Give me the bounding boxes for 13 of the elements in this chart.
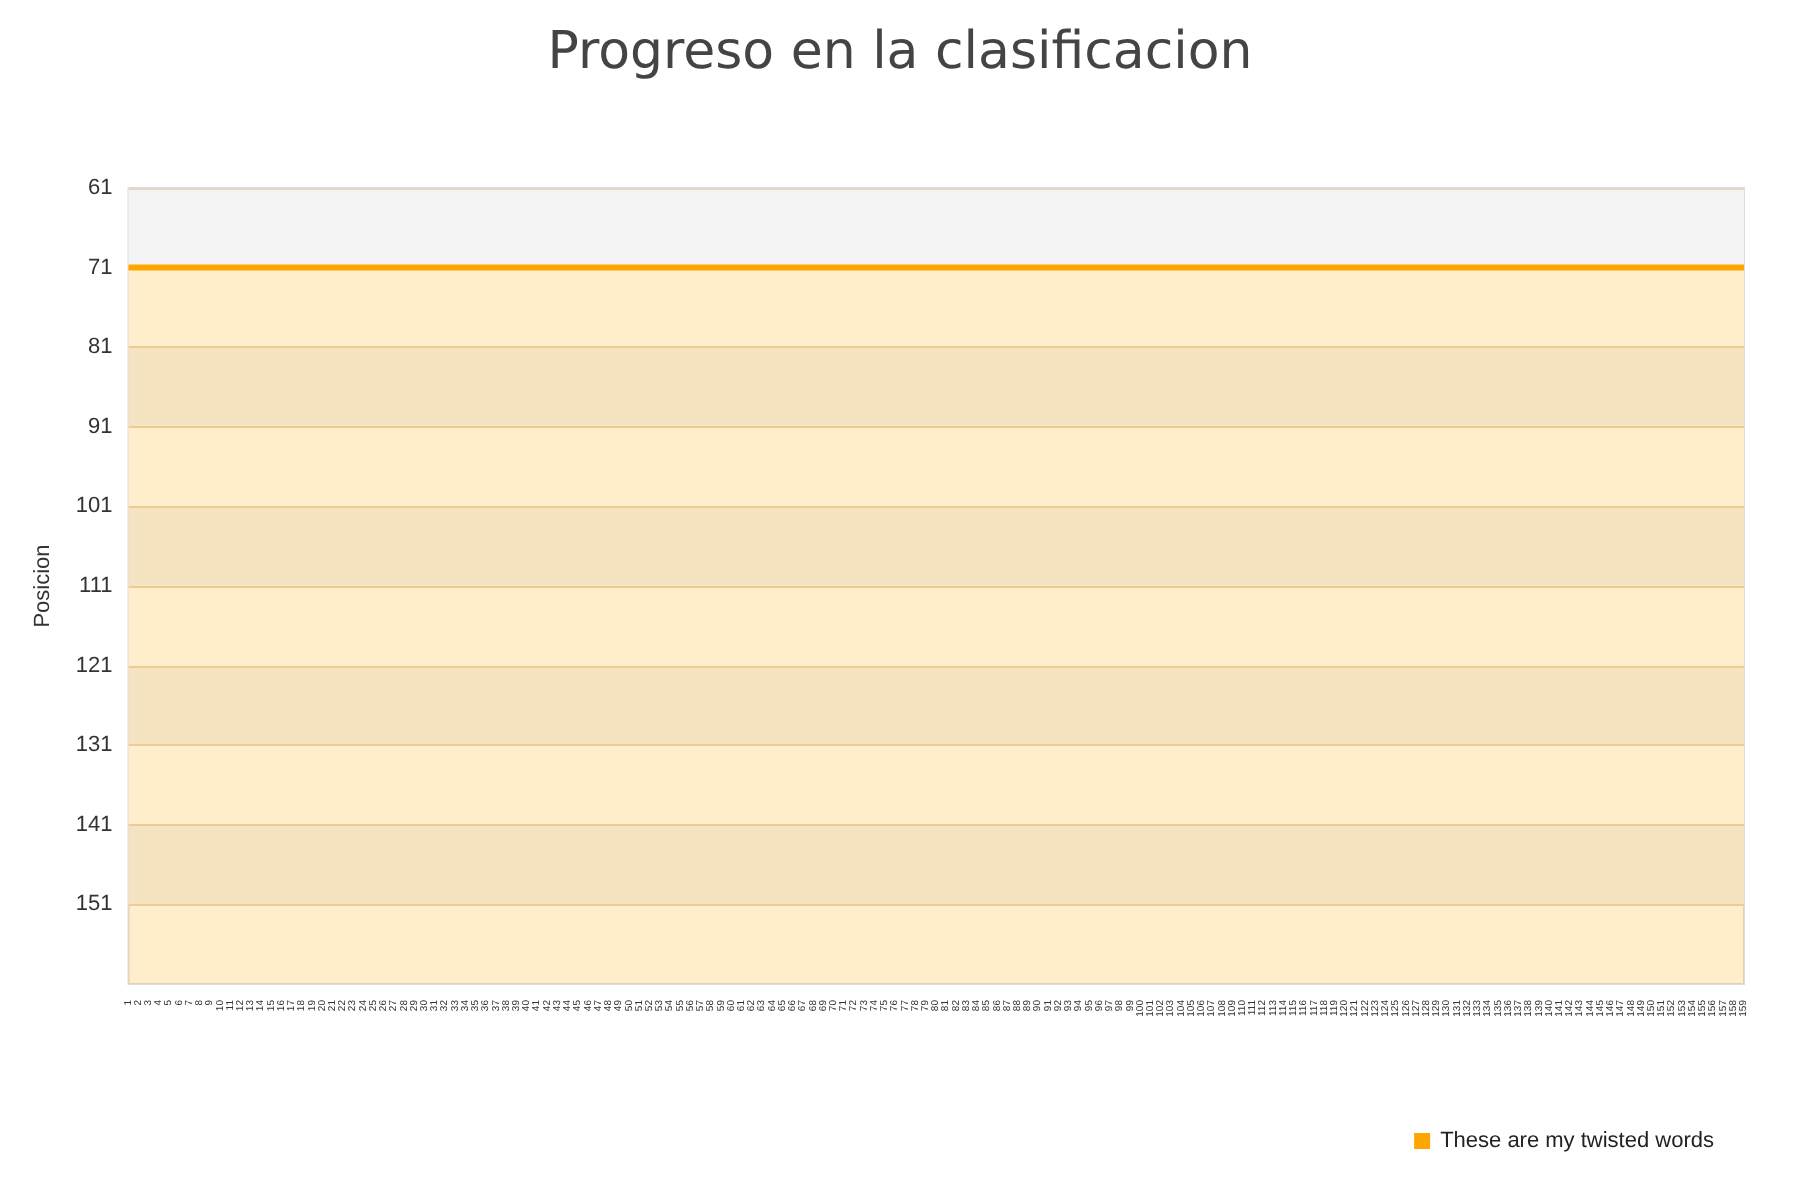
y-tick-label: 101 (75, 494, 113, 519)
y-tick-label: 131 (75, 733, 113, 758)
legend-label: These are my twisted words (1440, 1129, 1715, 1153)
y-tick-label: 141 (75, 812, 113, 837)
y-tick-label: 121 (75, 653, 113, 678)
y-tick-label: 61 (88, 176, 113, 200)
y-tick-label: 91 (88, 414, 113, 439)
chart-title: Progreso en la clasificacion (547, 22, 1253, 82)
y-axis-title: Posicion (31, 544, 55, 628)
y-tick-label: 151 (75, 892, 113, 917)
y-tick-label: 81 (88, 335, 113, 360)
y-tick-label: 71 (88, 255, 113, 280)
y-tick-label: 111 (79, 574, 113, 598)
